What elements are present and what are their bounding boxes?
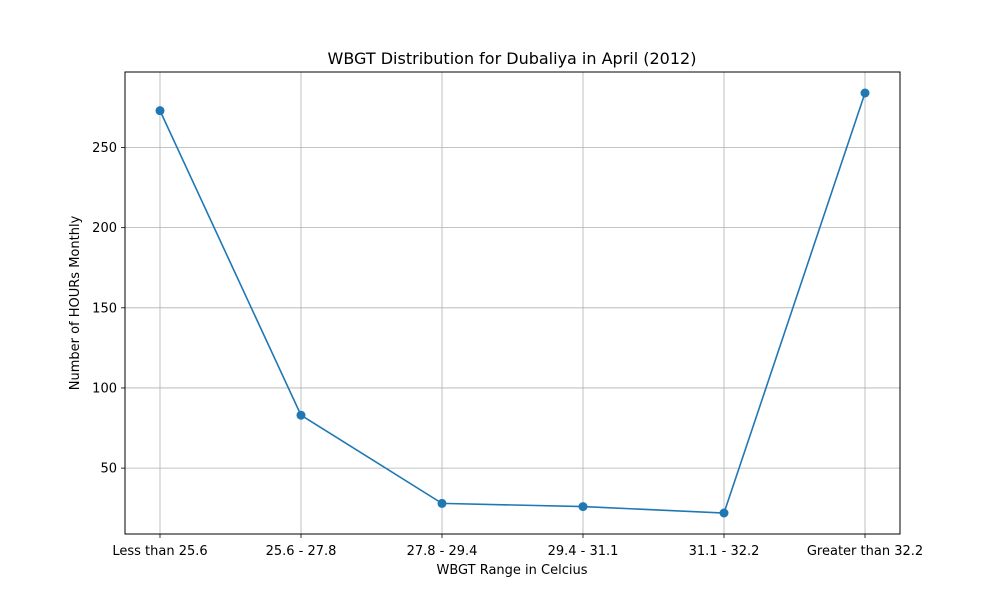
chart-title: WBGT Distribution for Dubaliya in April …: [328, 49, 697, 68]
x-tick-label: 27.8 - 29.4: [407, 544, 478, 559]
x-tick-label: 31.1 - 32.2: [689, 544, 760, 559]
y-axis-label: Number of HOURs Monthly: [68, 215, 83, 390]
data-point: [860, 88, 870, 98]
data-point: [296, 410, 306, 420]
y-tick-label: 150: [92, 301, 117, 316]
x-tick-label: Less than 25.6: [112, 544, 207, 559]
series-line: [159, 92, 866, 514]
y-tick-label: 50: [100, 462, 117, 477]
x-tick-label: Greater than 32.2: [807, 544, 923, 559]
series-group: [155, 88, 870, 518]
data-point: [578, 502, 588, 512]
data-point: [719, 508, 729, 518]
data-point: [437, 498, 447, 508]
gridlines: [125, 72, 900, 534]
x-tick-label: 25.6 - 27.8: [266, 544, 337, 559]
plot-frame: [124, 71, 901, 535]
x-axis: Less than 25.6 25.6 - 27.8 27.8 - 29.4 29.4…: [112, 534, 923, 559]
data-point: [155, 106, 165, 116]
y-tick-label: 100: [92, 381, 117, 396]
y-tick-label: 250: [92, 141, 117, 156]
x-axis-label: WBGT Range in Celcius: [436, 563, 587, 578]
x-tick-label: 29.4 - 31.1: [548, 544, 619, 559]
y-axis: 50 100 150 200 250: [92, 141, 125, 477]
y-tick-label: 200: [92, 221, 117, 236]
